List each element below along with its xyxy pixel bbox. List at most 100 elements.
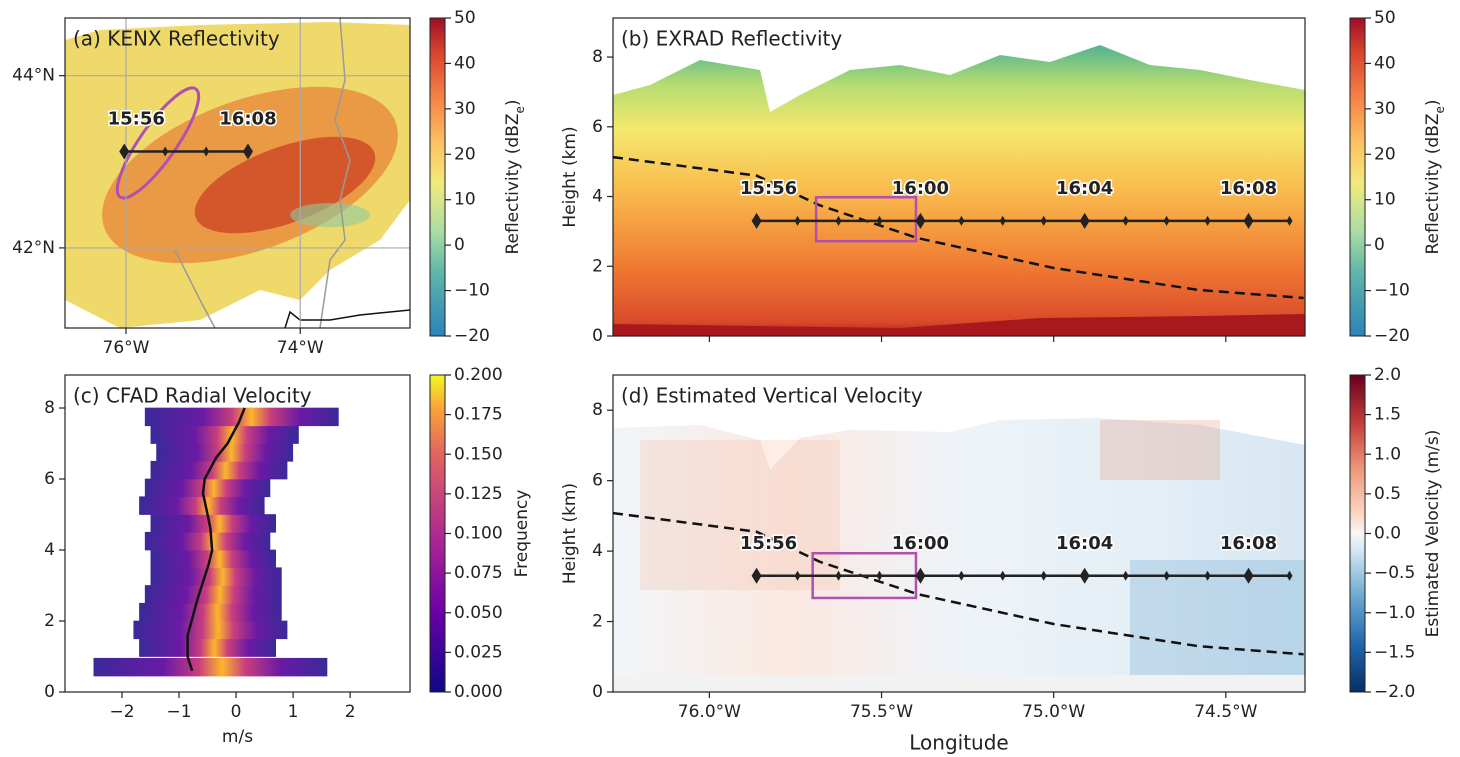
track-time-label: 15:56 [740,178,797,199]
colorbar-tick-label: 10 [1374,190,1396,210]
track-marker [999,215,1006,226]
colorbar-tick-label: 0.150 [454,444,503,464]
y-tick-label: 4 [592,541,603,561]
sample-box [814,195,918,243]
track-marker [835,570,842,581]
colorbar-tick-label: 20 [1374,144,1396,164]
colorbar-tick-label: 0.175 [454,405,503,425]
colorbar-tick-label: 0 [454,235,465,255]
y-tick-label: 44°N [12,66,55,86]
track-time-label: 15:56 [108,108,165,129]
colorbar-tick-label: 0.200 [454,365,503,385]
track-marker [1079,212,1090,229]
colorbar-tick-label: 0.075 [454,563,503,583]
x-tick-label: 0 [231,702,242,722]
track-marker [876,215,883,226]
colorbar-tick-label: 50 [1374,8,1396,28]
colorbar-label-sub: e [513,106,527,113]
colorbar-tick-label: 0.050 [454,603,503,623]
colorbar-tick-label: −1.0 [1374,603,1415,623]
panel-title: (b) EXRAD Reflectivity [621,27,842,51]
colorbar-tick-label: 40 [454,53,476,73]
track-marker [1079,567,1090,584]
x-tick-label: 76°W [103,338,150,358]
track-marker [876,570,883,581]
cfad-row [150,425,299,444]
track-time-label: 16:04 [1056,178,1113,199]
colorbar [429,17,446,337]
y-tick-label: 2 [592,256,603,276]
colorbar-tick-label: 20 [454,144,476,164]
track-marker [1286,570,1293,581]
y-axis-label: Height (km) [560,126,580,227]
colorbar-tick-label: −2.0 [1374,682,1415,702]
cfad-row [150,549,276,569]
track-marker [794,215,801,226]
track-marker [999,570,1006,581]
dashed-line [612,155,1304,300]
cfad-row [133,620,288,640]
colorbar-tick-label: 0.100 [454,524,503,544]
y-tick-label: 4 [44,540,55,560]
colorbar-tick-label: 1.0 [1374,444,1401,464]
dashed-line [612,511,1304,656]
track-marker [1204,570,1211,581]
track-marker [1286,215,1293,226]
velocity-section [613,418,1305,692]
cfad-row [150,567,282,586]
track-time-label: 15:56 [740,533,797,554]
track-marker [1163,215,1170,226]
track-marker [751,567,762,584]
y-tick-label: 0 [592,682,603,702]
track-marker [119,143,130,160]
track-marker [1243,212,1254,229]
y-axis-label: Height (km) [560,483,580,584]
panel-title: (a) KENX Reflectivity [73,27,280,51]
x-tick-label: 75.0°W [1022,702,1085,722]
colorbar-tick-label: 30 [454,99,476,119]
y-tick-label: 2 [592,612,603,632]
colorbar-label-text: Frequency [512,490,532,578]
colorbar [1349,374,1366,693]
track-marker [162,146,169,157]
y-tick-label: 8 [592,47,603,67]
track-time-label: 16:00 [892,178,949,199]
colorbar-tick-label: 0.5 [1374,484,1401,504]
y-tick-label: 4 [592,187,603,207]
colorbar-tick-label: −10 [1374,281,1410,301]
x-tick-label: 74°W [277,338,324,358]
colorbar-tick-label: 0 [1374,235,1385,255]
colorbar-label-end: ) [503,99,523,106]
cfad-row [93,657,328,677]
x-tick-label: −2 [109,702,134,722]
cfad-row [144,478,271,498]
track-marker [242,143,253,160]
colorbar-tick-label: 1.5 [1374,405,1401,425]
plot-frame [612,374,1306,693]
colorbar-tick-label: 0.000 [454,682,503,702]
colorbar [429,374,446,693]
colorbar-tick-label: 50 [454,8,476,28]
track-marker [203,146,210,157]
colorbar-tick-label: −0.5 [1374,563,1415,583]
track-marker [1122,215,1129,226]
colorbar-tick-label: −10 [454,281,490,301]
colorbar-label-text: Reflectivity (dBZ [1423,113,1443,254]
x-axis-label: Longitude [909,731,1008,755]
colorbar-tick-label: −20 [454,326,490,346]
cfad-row [139,496,265,515]
track-time-label: 16:08 [1220,533,1277,554]
cfad-row [150,514,276,533]
track-marker [1040,570,1047,581]
track-marker [915,567,926,584]
cfad-row [144,531,271,551]
track-marker [958,570,965,581]
track-time-label: 16:04 [1056,533,1113,554]
track-marker [794,570,801,581]
track-marker [751,212,762,229]
y-tick-label: 6 [592,117,603,137]
reflectivity-section [613,45,1305,336]
y-tick-label: 2 [44,611,55,631]
cfad-row [139,638,276,657]
y-tick-label: 6 [44,469,55,489]
